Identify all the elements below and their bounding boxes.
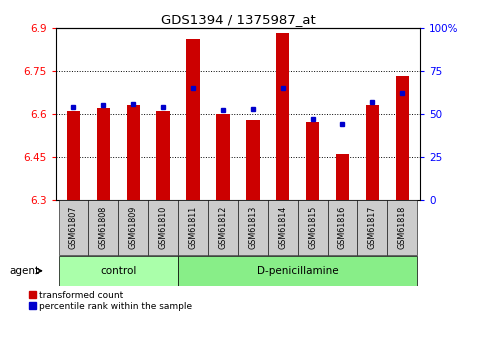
Bar <box>88 200 118 255</box>
Text: GSM61807: GSM61807 <box>69 206 78 249</box>
Text: control: control <box>100 266 137 276</box>
Text: GSM61817: GSM61817 <box>368 206 377 249</box>
Bar <box>127 105 140 200</box>
Bar <box>178 200 208 255</box>
Bar <box>336 154 349 200</box>
Bar <box>216 114 229 200</box>
Text: agent: agent <box>10 266 40 276</box>
Bar <box>186 39 200 200</box>
Bar <box>357 200 387 255</box>
Bar <box>396 77 409 200</box>
Bar <box>148 200 178 255</box>
Text: GSM61810: GSM61810 <box>158 206 168 249</box>
Bar <box>246 120 259 200</box>
Bar <box>156 111 170 200</box>
Bar <box>238 200 268 255</box>
Title: GDS1394 / 1375987_at: GDS1394 / 1375987_at <box>160 13 315 27</box>
Text: GSM61814: GSM61814 <box>278 206 287 249</box>
Bar <box>327 200 357 255</box>
Bar <box>268 200 298 255</box>
Bar <box>178 256 417 286</box>
Bar <box>58 200 88 255</box>
Legend: transformed count, percentile rank within the sample: transformed count, percentile rank withi… <box>28 291 193 310</box>
Text: GSM61809: GSM61809 <box>129 206 138 249</box>
Bar <box>118 200 148 255</box>
Text: D-penicillamine: D-penicillamine <box>257 266 339 276</box>
Text: GSM61813: GSM61813 <box>248 206 257 249</box>
Bar <box>67 111 80 200</box>
Bar <box>298 200 327 255</box>
Bar <box>387 200 417 255</box>
Text: GSM61812: GSM61812 <box>218 206 227 249</box>
Text: GSM61816: GSM61816 <box>338 206 347 249</box>
Bar <box>58 256 178 286</box>
Text: GSM61815: GSM61815 <box>308 206 317 249</box>
Text: GSM61811: GSM61811 <box>188 206 198 249</box>
Bar <box>97 108 110 200</box>
Text: GSM61818: GSM61818 <box>398 206 407 249</box>
Bar <box>276 33 289 200</box>
Bar <box>208 200 238 255</box>
Text: GSM61808: GSM61808 <box>99 206 108 249</box>
Bar <box>366 105 379 200</box>
Bar <box>306 122 319 200</box>
